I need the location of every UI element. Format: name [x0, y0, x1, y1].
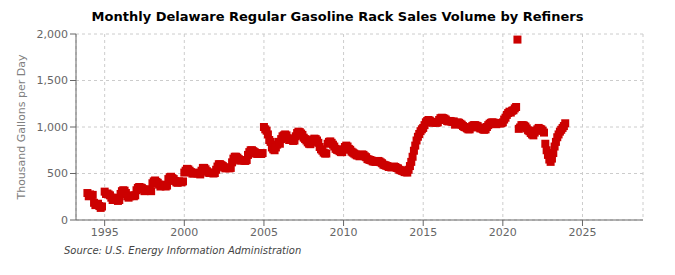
svg-text:Thousand Gallons per Day: Thousand Gallons per Day: [15, 54, 28, 201]
svg-text:1995: 1995: [91, 226, 119, 239]
svg-text:500: 500: [47, 167, 68, 180]
svg-text:2005: 2005: [250, 226, 278, 239]
svg-text:2015: 2015: [409, 226, 437, 239]
html-text:Monthly Delaware Regular Gasol: Monthly Delaware Regular Gasoline Rack S…: [91, 9, 584, 24]
html-text:Source: U.S. Energy Informatio: Source: U.S. Energy Information Administ…: [64, 245, 302, 256]
svg-text:1,000: 1,000: [37, 121, 69, 134]
svg-text:2,000: 2,000: [37, 28, 69, 41]
svg-text:1,500: 1,500: [37, 74, 69, 87]
svg-text:2020: 2020: [489, 226, 517, 239]
svg-text:2025: 2025: [568, 226, 596, 239]
svg-text:2010: 2010: [330, 226, 358, 239]
svg-text:2000: 2000: [170, 226, 198, 239]
svg-text:0: 0: [61, 214, 68, 227]
